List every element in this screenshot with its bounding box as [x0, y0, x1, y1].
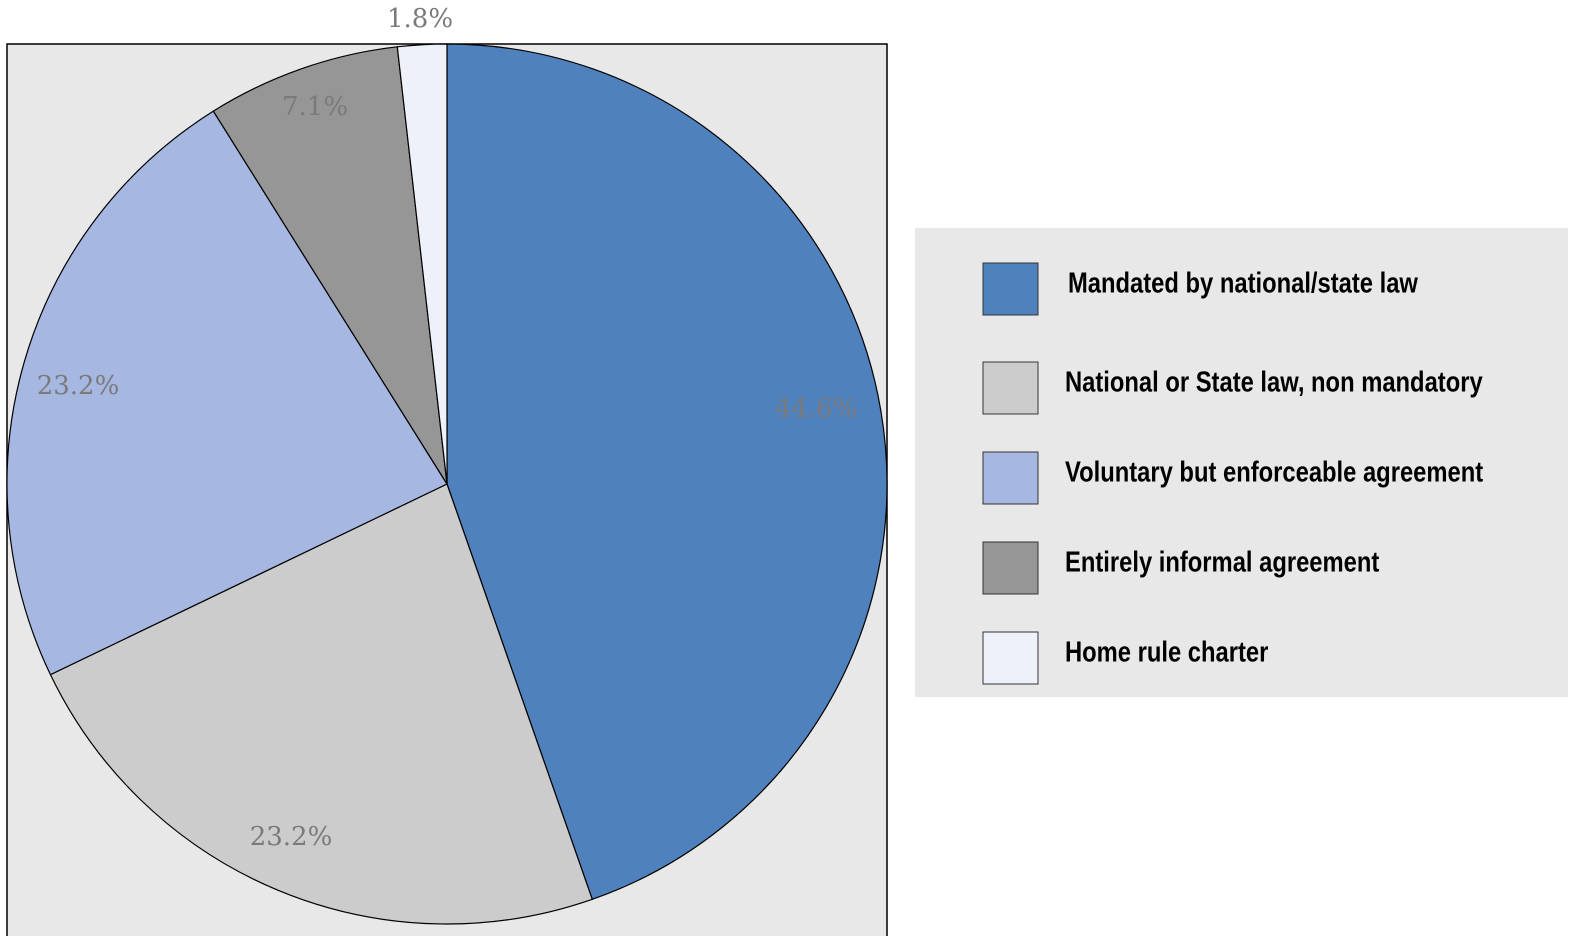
legend-label: Voluntary but enforceable agreement	[1065, 455, 1483, 488]
legend-label: National or State law, non mandatory	[1065, 365, 1483, 398]
legend-swatch	[982, 541, 1039, 595]
legend-swatch	[982, 451, 1039, 505]
data-label: 23.2%	[250, 822, 333, 852]
data-label: 7.1%	[282, 92, 348, 122]
legend-swatch	[982, 262, 1039, 316]
pie-slice	[212, 46, 448, 485]
pie-slice	[6, 110, 448, 676]
legend-label: Entirely informal agreement	[1065, 545, 1379, 578]
data-label: 23.2%	[37, 371, 120, 401]
legend-swatch	[982, 361, 1039, 415]
pie-slice	[396, 43, 448, 485]
legend-entry: Voluntary but enforceable agreement	[1065, 455, 1483, 488]
legend-entry: Home rule charter	[1065, 635, 1268, 668]
data-label: 1.8%	[387, 4, 453, 34]
pie-slice	[49, 483, 594, 925]
legend-entry: Mandated by national/state law	[1068, 266, 1418, 299]
legend-entry: National or State law, non mandatory	[1065, 365, 1483, 398]
pie-slice	[446, 43, 888, 901]
legend-swatch	[982, 631, 1039, 685]
legend-entry: Entirely informal agreement	[1065, 545, 1379, 578]
legend-label: Mandated by national/state law	[1068, 266, 1418, 299]
legend-label: Home rule charter	[1065, 635, 1268, 668]
data-label: 44.6%	[775, 394, 858, 424]
